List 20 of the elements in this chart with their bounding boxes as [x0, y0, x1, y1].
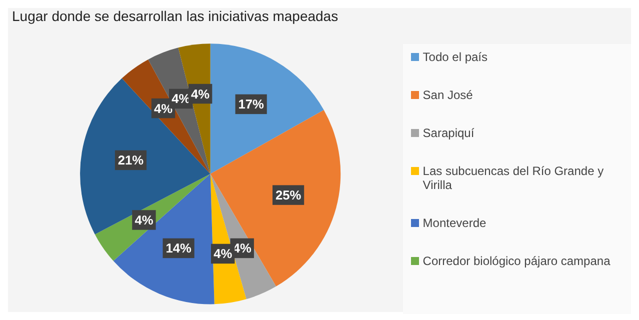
data-label: 4%: [154, 100, 174, 116]
data-label: 25%: [275, 188, 302, 203]
data-label: 17%: [238, 96, 265, 112]
data-label: 14%: [166, 240, 192, 256]
pie-slice: [210, 44, 324, 174]
legend-label: Sarapiquí: [422, 126, 474, 140]
data-label: 4%: [214, 246, 233, 262]
legend-label: Corredor biológico pájaro campana: [422, 254, 610, 268]
pie-slice: [210, 110, 341, 286]
data-label: 4%: [232, 240, 252, 256]
pie-slice: [113, 174, 214, 304]
chart-title: Lugar donde se desarrollan las iniciativas mapeadas: [11, 8, 340, 24]
data-label: 4%: [191, 86, 210, 102]
data-label: 4%: [134, 212, 154, 228]
data-label: 21%: [118, 152, 144, 168]
pie-slice: [80, 78, 210, 234]
legend-label: Todo el país: [422, 50, 488, 64]
legend-label: San José: [422, 88, 473, 102]
legend-label: Las subcuencas del Río Grande y Virilla: [422, 164, 605, 192]
legend-label: Monteverde: [422, 216, 486, 230]
